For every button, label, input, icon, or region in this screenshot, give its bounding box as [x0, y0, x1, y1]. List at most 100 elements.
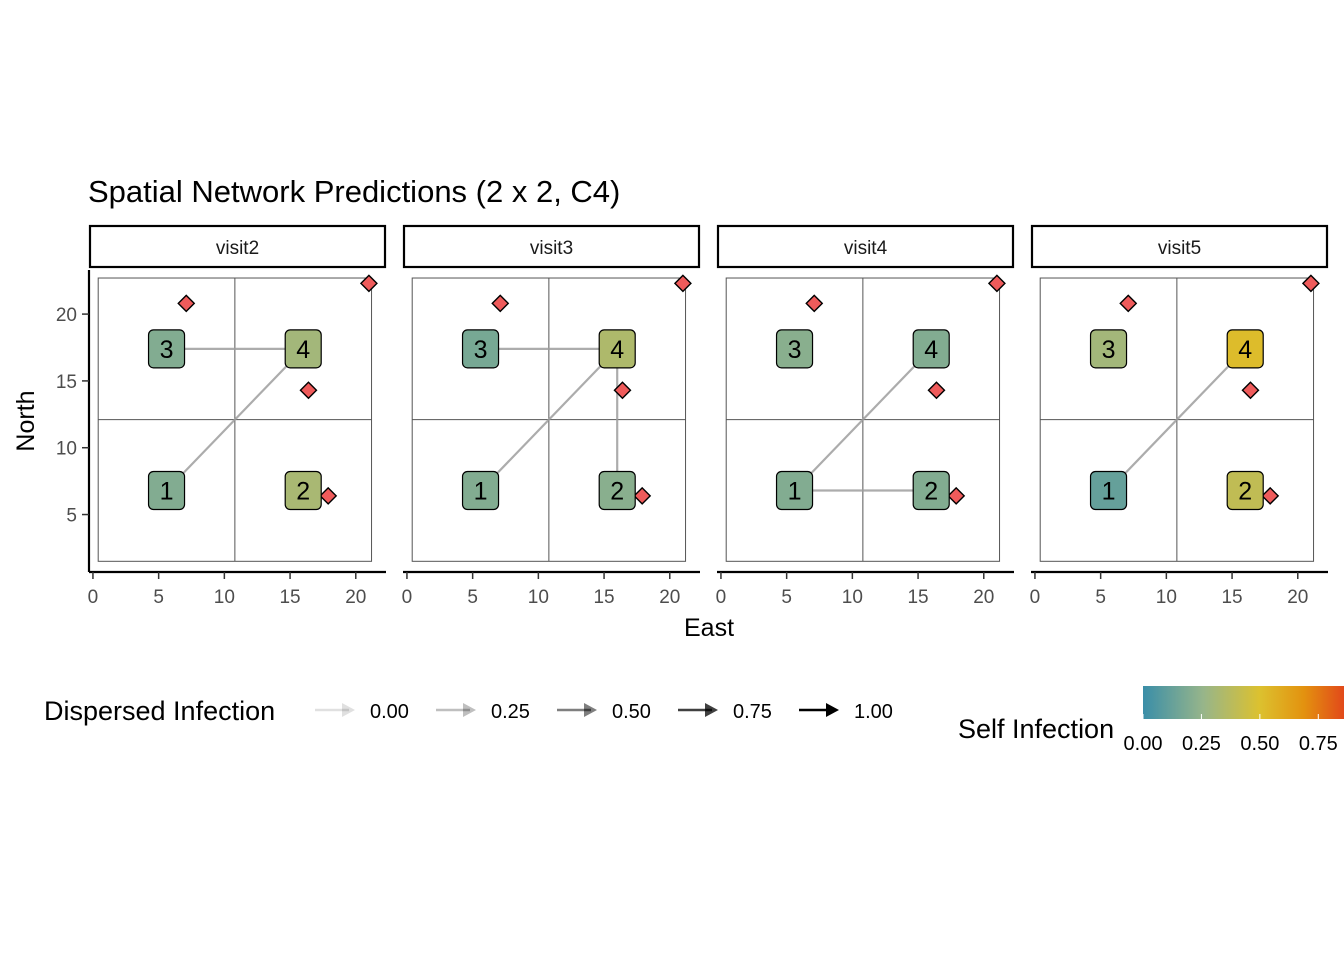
- node-2: 2: [1226, 470, 1264, 511]
- diamond-marker: [177, 294, 196, 313]
- node-label: 4: [610, 336, 624, 364]
- node-4: 4: [598, 329, 636, 369]
- node-label: 3: [160, 336, 174, 364]
- self-infection-legend: Self Infection 0.00 0.25 0.50 0.75: [958, 686, 1344, 755]
- facet-strip: [716, 224, 1015, 269]
- facet-strip: [1030, 224, 1329, 269]
- dispersed-key-0.75: 0.75: [678, 701, 772, 723]
- diamond-marker: [1261, 486, 1280, 505]
- node-1: 1: [1089, 470, 1128, 511]
- dispersed-key-1.00: 1.00: [799, 701, 893, 723]
- dispersed-key-label: 0.75: [733, 701, 772, 723]
- facet-strip: [402, 224, 701, 269]
- node-label: 2: [924, 477, 938, 505]
- node-label: 1: [788, 477, 802, 505]
- diamond-marker: [927, 381, 946, 400]
- node-3: 3: [1089, 329, 1128, 369]
- y-tick-label: 10: [56, 439, 77, 460]
- node-label: 4: [296, 336, 310, 364]
- node-1: 1: [461, 470, 500, 511]
- dispersed-key-0.00: 0.00: [315, 701, 409, 723]
- x-tick-label: 0: [1030, 587, 1041, 608]
- dispersed-key-label: 0.00: [370, 701, 409, 723]
- y-tick-label: 5: [66, 506, 77, 527]
- diamond-marker: [947, 486, 966, 505]
- x-tick-label: 5: [467, 587, 478, 608]
- diamond-marker: [491, 294, 510, 313]
- x-tick-label: 10: [214, 587, 235, 608]
- node-2: 2: [912, 470, 950, 511]
- facet-strip-label: visit3: [530, 238, 573, 259]
- facet-strip: [88, 224, 387, 269]
- facet-visit4: visit4 1 2 3 4 0 5 10 15 20: [716, 224, 1015, 608]
- node-2: 2: [598, 470, 636, 511]
- x-axis-label: East: [684, 614, 734, 642]
- dispersed-infection-legend: Dispersed Infection 0.00 0.25 0.50 0.75 1.00: [44, 696, 893, 726]
- dispersed-key-0.50: 0.50: [557, 701, 651, 723]
- x-tick-label: 15: [907, 587, 928, 608]
- x-tick-label: 5: [153, 587, 164, 608]
- node-1: 1: [147, 470, 186, 511]
- x-tick-label: 20: [345, 587, 366, 608]
- x-tick-label: 10: [1156, 587, 1177, 608]
- diamond-marker: [359, 274, 378, 293]
- node-4: 4: [284, 329, 322, 369]
- node-label: 1: [160, 477, 174, 505]
- node-label: 1: [474, 477, 488, 505]
- colorbar-tick-label: 0.75: [1299, 733, 1338, 755]
- node-label: 3: [1102, 336, 1116, 364]
- node-4: 4: [1226, 329, 1264, 369]
- diamond-marker: [673, 274, 692, 293]
- x-tick-label: 5: [1095, 587, 1106, 608]
- facet-strip-label: visit5: [1158, 238, 1201, 259]
- diamond-marker: [633, 486, 652, 505]
- node-label: 4: [1238, 336, 1252, 364]
- node-1: 1: [775, 470, 814, 511]
- diamond-marker: [805, 294, 824, 313]
- dispersed-key-0.25: 0.25: [436, 701, 530, 723]
- dispersed-key-label: 0.50: [612, 701, 651, 723]
- x-tick-label: 10: [528, 587, 549, 608]
- y-tick-label: 15: [56, 372, 77, 393]
- self-legend-title: Self Infection: [958, 714, 1114, 744]
- diamond-marker: [613, 381, 632, 400]
- colorbar-tick-label: 0.00: [1124, 733, 1163, 755]
- diamond-marker: [987, 274, 1006, 293]
- x-tick-label: 15: [1221, 587, 1242, 608]
- x-tick-label: 20: [973, 587, 994, 608]
- facet-visit3: visit3 1 2 3 4 0 5 10 15 20: [402, 224, 701, 608]
- node-4: 4: [912, 329, 950, 369]
- facet-visit5: visit5 1 2 3 4 0 5 10 15 20: [1030, 224, 1329, 608]
- node-3: 3: [461, 329, 500, 369]
- node-label: 3: [474, 336, 488, 364]
- node-label: 4: [924, 336, 938, 364]
- node-3: 3: [147, 329, 186, 369]
- diamond-marker: [1241, 381, 1260, 400]
- x-tick-label: 0: [88, 587, 99, 608]
- x-tick-label: 0: [716, 587, 727, 608]
- colorbar-tick-label: 0.25: [1182, 733, 1221, 755]
- dispersed-legend-title: Dispersed Infection: [44, 696, 275, 726]
- y-tick-label: 20: [56, 305, 77, 326]
- colorbar-tick-label: 0.50: [1240, 733, 1279, 755]
- diamond-marker: [319, 486, 338, 505]
- x-tick-label: 20: [659, 587, 680, 608]
- x-tick-label: 15: [279, 587, 300, 608]
- dispersed-key-label: 0.25: [491, 701, 530, 723]
- node-label: 1: [1102, 477, 1116, 505]
- dispersed-key-label: 1.00: [854, 701, 893, 723]
- node-2: 2: [284, 470, 322, 511]
- x-tick-label: 10: [842, 587, 863, 608]
- chart-title: Spatial Network Predictions (2 x 2, C4): [88, 174, 620, 209]
- x-tick-label: 5: [781, 587, 792, 608]
- x-tick-label: 20: [1287, 587, 1308, 608]
- diamond-marker: [1119, 294, 1138, 313]
- self-infection-colorbar: [1143, 686, 1344, 719]
- facet-strip-label: visit4: [844, 238, 888, 259]
- node-label: 2: [296, 477, 310, 505]
- diamond-marker: [1301, 274, 1320, 293]
- y-axis-label: North: [12, 390, 40, 451]
- facet-strip-label: visit2: [216, 238, 259, 259]
